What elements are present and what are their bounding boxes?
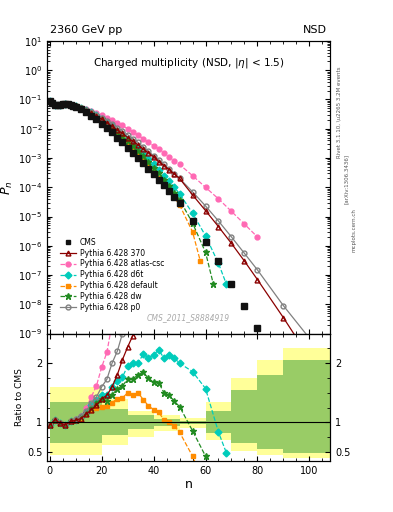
Y-axis label: Ratio to CMS: Ratio to CMS: [15, 368, 24, 426]
Text: Charged multiplicity (NSD, |$\mathit{\eta}$| < 1.5): Charged multiplicity (NSD, |$\mathit{\et…: [93, 56, 285, 70]
Y-axis label: $P_n$: $P_n$: [0, 180, 15, 195]
X-axis label: n: n: [185, 478, 193, 492]
Legend: CMS, Pythia 6.428 370, Pythia 6.428 atlas-csc, Pythia 6.428 d6t, Pythia 6.428 de: CMS, Pythia 6.428 370, Pythia 6.428 atla…: [57, 234, 167, 315]
Text: mcplots.cern.ch: mcplots.cern.ch: [352, 208, 357, 252]
Text: Rivet 3.1.10, \u2265 3.2M events: Rivet 3.1.10, \u2265 3.2M events: [336, 67, 341, 158]
Text: NSD: NSD: [303, 25, 327, 35]
Text: 2360 GeV pp: 2360 GeV pp: [50, 25, 122, 35]
Text: [arXiv:1306.3436]: [arXiv:1306.3436]: [344, 154, 349, 204]
Text: CMS_2011_S8884919: CMS_2011_S8884919: [147, 313, 230, 322]
